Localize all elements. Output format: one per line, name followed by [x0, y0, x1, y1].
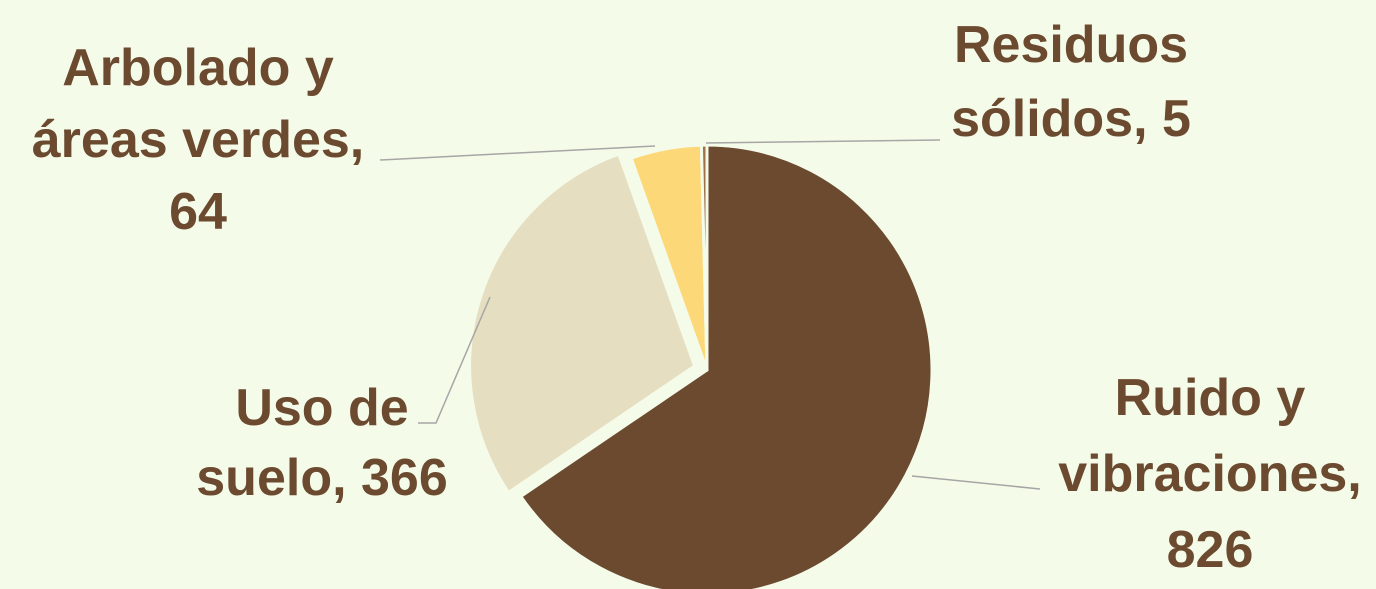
- data-label-ruido-y-vibraciones: Ruido y vibraciones, 826: [1058, 369, 1361, 579]
- pie-slice-residuos-solidos: [699, 143, 709, 372]
- data-label-line: suelo, 366: [196, 449, 447, 507]
- data-labels-layer: Ruido y vibraciones, 826 Uso de suelo, 366 Ar…: [32, 16, 1362, 579]
- data-label-arbolado-y-areas-verdes: Arbolado y áreas verdes, 64: [32, 39, 365, 241]
- leader-line-uso-de-suelo: [418, 296, 491, 424]
- data-label-line: Ruido y: [1115, 369, 1306, 427]
- data-label-line: Arbolado y: [62, 39, 334, 97]
- data-label-line: Residuos: [954, 16, 1188, 74]
- data-label-line: áreas verdes,: [32, 111, 365, 169]
- slices-layer: [468, 143, 934, 589]
- pie-slice-ruido-y-vibraciones: [519, 143, 934, 589]
- data-label-line: 64: [169, 183, 227, 241]
- data-label-line: 826: [1167, 521, 1254, 579]
- data-label-residuos-solidos: Residuos sólidos, 5: [951, 16, 1191, 148]
- data-label-line: vibraciones,: [1058, 445, 1361, 503]
- data-label-line: sólidos, 5: [951, 90, 1191, 148]
- leader-line-residuos-solidos: [705, 139, 941, 144]
- leader-line-arbolado-y-areas-verdes: [379, 145, 656, 161]
- data-label-line: Uso de: [235, 379, 408, 437]
- data-label-uso-de-suelo: Uso de suelo, 366: [196, 379, 447, 507]
- pie-slice-uso-de-suelo: [468, 152, 697, 494]
- leader-line-ruido-y-vibraciones: [911, 475, 1041, 490]
- leader-lines-layer: [379, 139, 1041, 490]
